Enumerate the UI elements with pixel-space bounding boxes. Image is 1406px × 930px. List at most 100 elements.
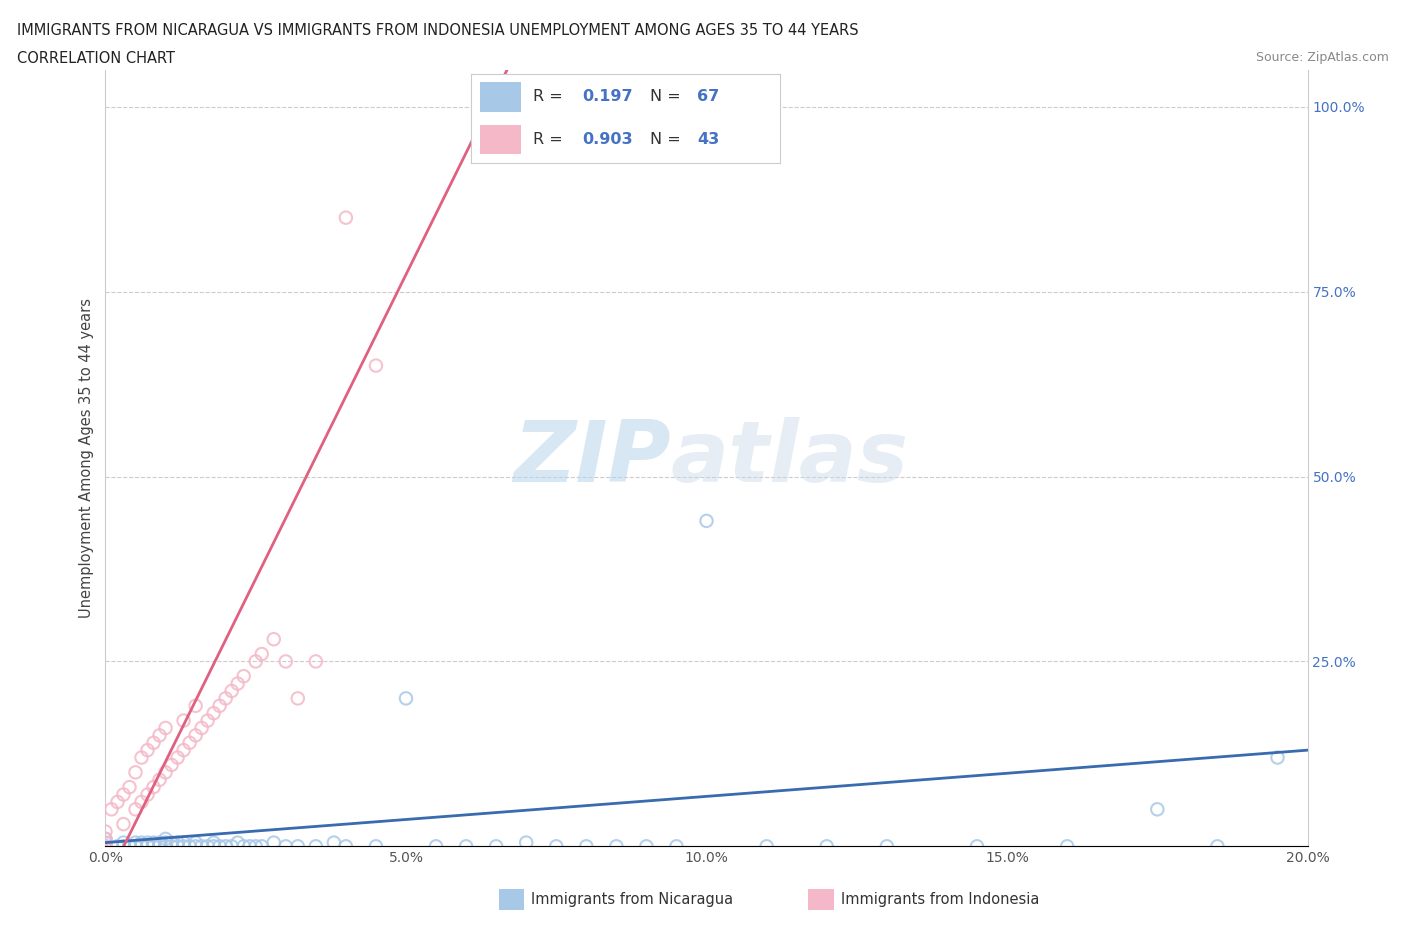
- Point: [335, 839, 357, 854]
- Point: [815, 839, 838, 854]
- Point: [124, 764, 146, 779]
- Point: [112, 835, 135, 850]
- Point: [239, 839, 262, 854]
- Point: [118, 779, 141, 794]
- Point: [202, 835, 225, 850]
- Point: [94, 824, 117, 839]
- Point: [221, 839, 243, 854]
- Point: [214, 839, 236, 854]
- Point: [112, 817, 135, 831]
- Bar: [481, 83, 520, 112]
- Point: [305, 654, 328, 669]
- Point: [322, 835, 344, 850]
- Point: [202, 706, 225, 721]
- Point: [160, 839, 183, 854]
- Point: [197, 839, 219, 854]
- Point: [364, 358, 387, 373]
- Point: [166, 835, 188, 850]
- Point: [136, 835, 159, 850]
- Point: [250, 839, 273, 854]
- Point: [287, 691, 309, 706]
- Point: [173, 713, 195, 728]
- Text: R =: R =: [533, 89, 568, 104]
- Point: [160, 758, 183, 773]
- Point: [184, 728, 207, 743]
- Text: R =: R =: [533, 132, 568, 147]
- Text: CORRELATION CHART: CORRELATION CHART: [17, 51, 174, 66]
- Point: [155, 839, 177, 854]
- Text: ZIP: ZIP: [513, 417, 671, 499]
- Point: [166, 839, 188, 854]
- Point: [112, 787, 135, 802]
- Point: [107, 794, 129, 809]
- Point: [131, 835, 153, 850]
- Y-axis label: Unemployment Among Ages 35 to 44 years: Unemployment Among Ages 35 to 44 years: [79, 298, 94, 618]
- Point: [112, 839, 135, 854]
- Point: [136, 743, 159, 758]
- Point: [179, 839, 201, 854]
- Point: [94, 831, 117, 846]
- Point: [274, 654, 297, 669]
- Point: [155, 721, 177, 736]
- Text: Immigrants from Indonesia: Immigrants from Indonesia: [841, 892, 1039, 907]
- Point: [263, 631, 285, 646]
- Text: 43: 43: [697, 132, 718, 147]
- Point: [160, 835, 183, 850]
- Point: [425, 839, 447, 854]
- Point: [94, 831, 117, 846]
- Point: [142, 839, 165, 854]
- Point: [100, 802, 122, 817]
- Point: [1206, 839, 1229, 854]
- Point: [124, 839, 146, 854]
- Point: [197, 713, 219, 728]
- Point: [124, 802, 146, 817]
- Point: [364, 839, 387, 854]
- Point: [226, 676, 249, 691]
- Point: [155, 835, 177, 850]
- Point: [173, 743, 195, 758]
- Text: 0.903: 0.903: [582, 132, 633, 147]
- Point: [485, 839, 508, 854]
- Point: [202, 839, 225, 854]
- Text: atlas: atlas: [671, 417, 908, 499]
- Point: [155, 764, 177, 779]
- Text: 0.197: 0.197: [582, 89, 633, 104]
- Point: [605, 839, 627, 854]
- Point: [184, 835, 207, 850]
- Text: N =: N =: [651, 132, 686, 147]
- Point: [214, 691, 236, 706]
- Point: [179, 736, 201, 751]
- Point: [94, 839, 117, 854]
- Bar: [481, 125, 520, 154]
- Point: [1056, 839, 1078, 854]
- Point: [190, 721, 212, 736]
- Point: [515, 835, 537, 850]
- Point: [250, 646, 273, 661]
- Point: [636, 839, 658, 854]
- Point: [1267, 751, 1289, 765]
- Point: [173, 835, 195, 850]
- Point: [335, 210, 357, 225]
- Point: [966, 839, 988, 854]
- Point: [131, 839, 153, 854]
- Point: [665, 839, 688, 854]
- Point: [221, 684, 243, 698]
- Point: [166, 751, 188, 765]
- Point: [245, 839, 267, 854]
- Point: [142, 736, 165, 751]
- Text: 67: 67: [697, 89, 718, 104]
- Point: [245, 654, 267, 669]
- Point: [136, 839, 159, 854]
- Point: [148, 772, 170, 787]
- Point: [263, 835, 285, 850]
- Point: [395, 691, 418, 706]
- Point: [696, 513, 718, 528]
- Point: [305, 839, 328, 854]
- Point: [208, 698, 231, 713]
- Point: [131, 751, 153, 765]
- Point: [1146, 802, 1168, 817]
- Point: [94, 835, 117, 850]
- Point: [184, 698, 207, 713]
- Point: [148, 835, 170, 850]
- Point: [876, 839, 898, 854]
